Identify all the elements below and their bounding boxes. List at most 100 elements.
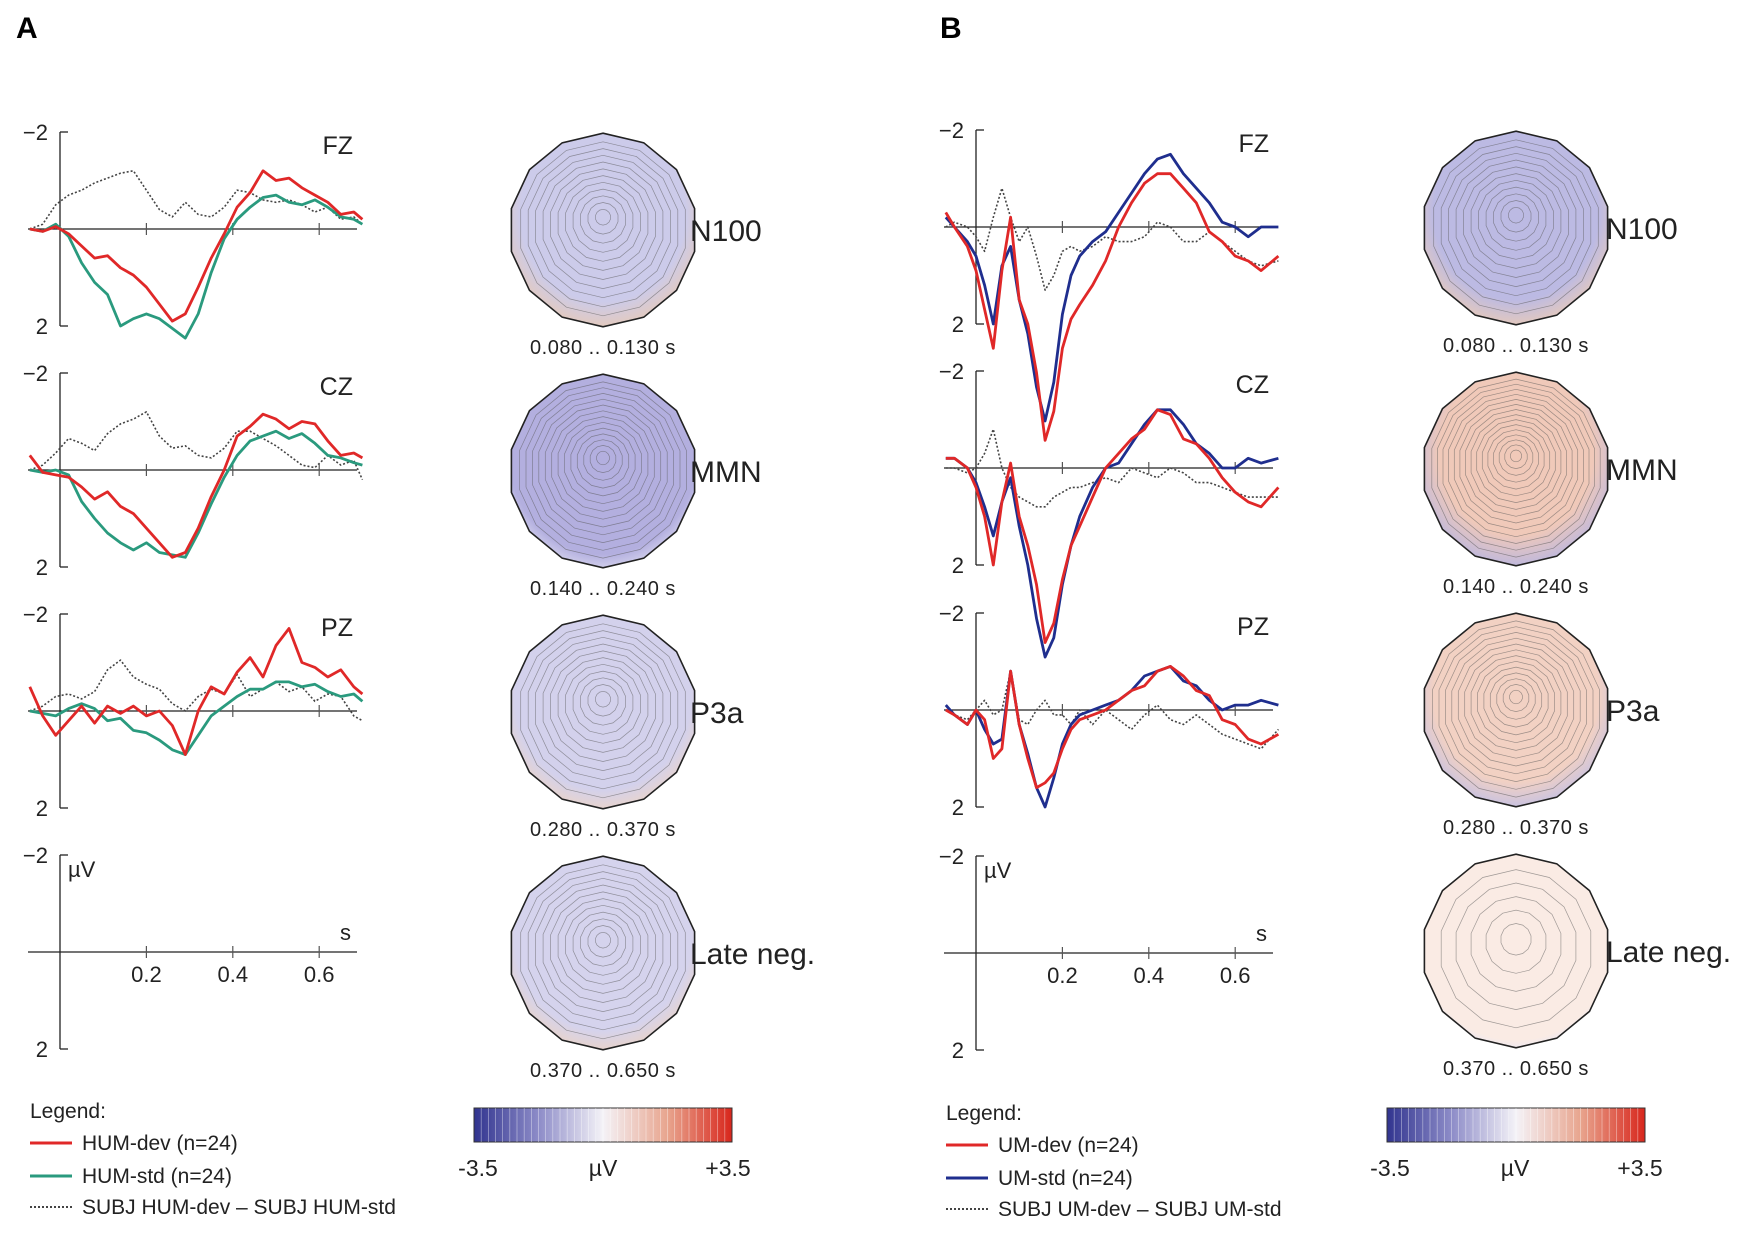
topomap-contour bbox=[564, 421, 642, 505]
topomap-contour bbox=[595, 690, 611, 708]
panel-b-colorbar: -3.5 µV +3.5 bbox=[1370, 1107, 1663, 1181]
panel-a-legend-subj: SUBJ HUM-dev – SUBJ HUM-std bbox=[82, 1196, 396, 1219]
topomap-time-window: 0.080 .. 0.130 s bbox=[530, 337, 676, 359]
panel-b-colorbar-max: +3.5 bbox=[1617, 1155, 1662, 1181]
channel-label: CZ bbox=[320, 373, 353, 401]
topomap-contour bbox=[1440, 869, 1592, 1029]
topomap-contour bbox=[1431, 378, 1601, 558]
x-unit-label: s bbox=[340, 920, 351, 945]
channel-axes-key: −2 2 µV s 0.2 0.4 0.6 bbox=[939, 844, 1273, 1063]
topomap-contour bbox=[1463, 166, 1569, 278]
channel-cz: −2 2 CZ bbox=[23, 361, 364, 580]
series-dev bbox=[29, 169, 364, 323]
panel-a-legend-std: HUM-std (n=24) bbox=[82, 1165, 232, 1188]
topomap-contour bbox=[1485, 186, 1547, 251]
topomap-contour bbox=[580, 677, 626, 726]
topomap-contour bbox=[1433, 139, 1599, 315]
topomap-n100: N100 0.080 .. 0.130 s bbox=[510, 132, 762, 359]
topomap-contour bbox=[1496, 678, 1536, 720]
topomap-time-window: 0.280 .. 0.370 s bbox=[1443, 817, 1589, 839]
topomap-contour bbox=[532, 393, 674, 543]
channel-axes-key: −2 2 µV s 0.2 0.4 0.6 bbox=[23, 843, 357, 1062]
topomap-contour bbox=[1448, 152, 1584, 297]
topomap-contour bbox=[565, 904, 641, 985]
y-unit-label: µV bbox=[984, 858, 1012, 883]
topomap-n100: N100 0.080 .. 0.130 s bbox=[1423, 130, 1678, 357]
series-std bbox=[29, 680, 364, 756]
series-subj-diff bbox=[29, 170, 363, 230]
topomap-contour bbox=[1470, 655, 1562, 751]
topomap-contour bbox=[1455, 882, 1577, 1010]
topomap-component-label: Late neg. bbox=[690, 938, 815, 971]
topomap-contour bbox=[1485, 909, 1547, 974]
topomap-contour bbox=[1438, 626, 1594, 790]
topomap-contour bbox=[520, 141, 686, 317]
topomap-component-label: N100 bbox=[1606, 213, 1678, 246]
x-tick-label: 0.4 bbox=[1134, 963, 1165, 988]
topomap-contour bbox=[565, 181, 641, 262]
panel-a-legend: Legend: HUM-dev (n=24) HUM-std (n=24) SU… bbox=[30, 1100, 396, 1219]
topomap-contour bbox=[1481, 424, 1551, 497]
topomap-mmn: MMN 0.140 .. 0.240 s bbox=[1423, 371, 1678, 598]
series-std bbox=[944, 152, 1279, 423]
topomap-contour bbox=[1437, 383, 1595, 551]
topomap-contour bbox=[583, 439, 623, 481]
topomap-contour bbox=[1504, 444, 1528, 469]
channel-label: FZ bbox=[1238, 130, 1269, 158]
series-std bbox=[29, 429, 363, 559]
topomap-contour bbox=[1477, 660, 1555, 744]
series-dev bbox=[945, 665, 1280, 789]
topomap-contour bbox=[557, 175, 649, 271]
topomap-contour bbox=[1457, 643, 1575, 767]
y-tick-label: 2 bbox=[952, 1038, 964, 1063]
topomap-time-window: 0.280 .. 0.370 s bbox=[530, 819, 676, 841]
topomap-contour bbox=[527, 630, 679, 790]
topomap-mmn: MMN 0.140 .. 0.240 s bbox=[510, 373, 762, 600]
y-tick-label: 2 bbox=[952, 312, 964, 337]
series-std bbox=[944, 665, 1279, 809]
y-tick-label: −2 bbox=[23, 843, 48, 868]
topomap-contour bbox=[1508, 206, 1524, 224]
topomap-contour bbox=[1459, 404, 1573, 524]
topomap-contour bbox=[1470, 896, 1562, 992]
topomap-contour bbox=[1440, 146, 1592, 306]
channel-pz: −2 2 PZ bbox=[939, 601, 1280, 820]
y-tick-label: −2 bbox=[23, 361, 48, 386]
x-unit-label: s bbox=[1256, 921, 1267, 946]
topomap-time-window: 0.370 .. 0.650 s bbox=[530, 1060, 676, 1082]
topomap-component-label: P3a bbox=[1606, 695, 1660, 728]
series-subj-diff bbox=[945, 187, 1279, 291]
panel-b-legend: Legend: UM-dev (n=24) UM-std (n=24) SUBJ… bbox=[946, 1102, 1282, 1221]
topomap-p3a: P3a 0.280 .. 0.370 s bbox=[1423, 612, 1660, 839]
topomap-contour bbox=[572, 911, 634, 976]
topomap-contour bbox=[1442, 388, 1590, 544]
topomap-contour bbox=[1470, 173, 1562, 269]
topomap-contour bbox=[1478, 179, 1554, 260]
topomap-contour bbox=[595, 208, 611, 226]
topomap-contour bbox=[538, 398, 668, 536]
topomap-contour bbox=[587, 684, 619, 717]
panel-a-legend-title: Legend: bbox=[30, 1100, 106, 1123]
channel-pz: −2 2 PZ bbox=[23, 602, 364, 821]
topomap-contour bbox=[557, 416, 649, 512]
y-tick-label: −2 bbox=[939, 844, 964, 869]
topomap-contour bbox=[1500, 923, 1532, 956]
y-tick-label: −2 bbox=[939, 118, 964, 143]
topomap-contour bbox=[525, 387, 681, 551]
topomap-contour bbox=[596, 450, 610, 466]
panel-b-colorbar-unit: µV bbox=[1501, 1155, 1530, 1181]
topomap-contour bbox=[1500, 200, 1532, 233]
topomap-contour bbox=[535, 154, 671, 299]
topomap-time-window: 0.370 .. 0.650 s bbox=[1443, 1058, 1589, 1080]
channel-fz: −2 2 FZ bbox=[939, 118, 1280, 442]
topomap-contour bbox=[1448, 393, 1584, 538]
topomap-contour bbox=[1432, 620, 1600, 798]
topomap-head bbox=[510, 855, 696, 1051]
topomap-contour bbox=[1451, 637, 1581, 775]
channel-cz: −2 2 CZ bbox=[939, 359, 1280, 659]
topomap-contour bbox=[572, 188, 634, 253]
panel-a-colorbar-min: -3.5 bbox=[458, 1155, 498, 1181]
channel-label: PZ bbox=[1237, 613, 1269, 641]
topomap-contour bbox=[1453, 399, 1579, 531]
